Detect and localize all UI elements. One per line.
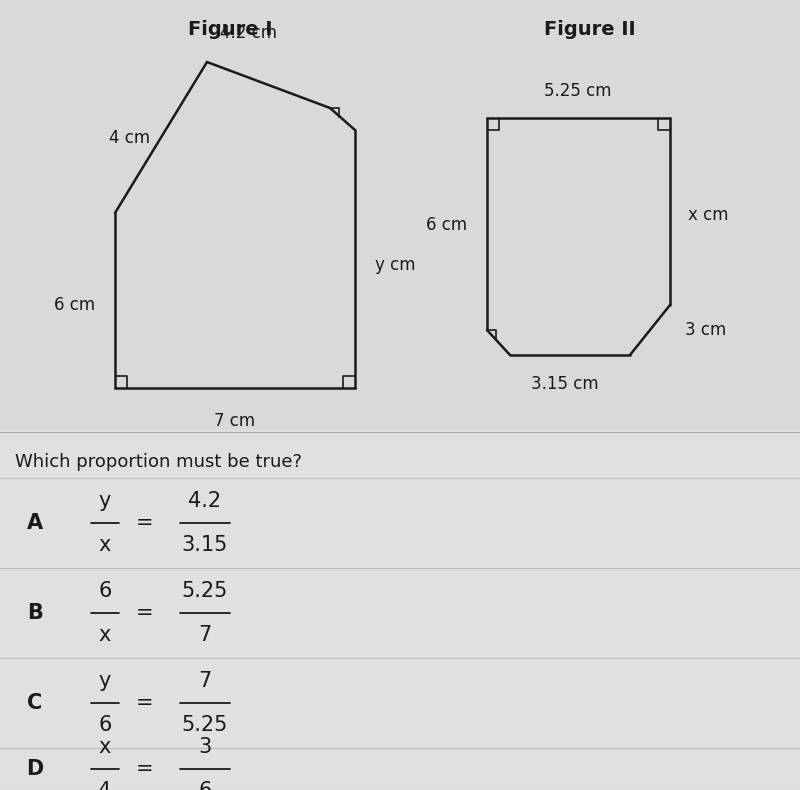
- Text: 6 cm: 6 cm: [54, 296, 95, 314]
- Text: 4.2: 4.2: [189, 491, 222, 511]
- Text: 5.25: 5.25: [182, 715, 228, 735]
- Text: y: y: [99, 671, 111, 691]
- Bar: [0, 0, 800, 430]
- Bar: [0, 430, 800, 790]
- Text: 7 cm: 7 cm: [214, 412, 255, 430]
- Text: B: B: [27, 603, 43, 623]
- Text: =: =: [136, 759, 154, 779]
- Text: 6 cm: 6 cm: [426, 216, 467, 234]
- Text: 6: 6: [98, 715, 112, 735]
- Text: Which proportion must be true?: Which proportion must be true?: [15, 453, 302, 471]
- Text: 3.15 cm: 3.15 cm: [531, 375, 599, 393]
- Text: C: C: [27, 693, 42, 713]
- Text: y: y: [99, 491, 111, 511]
- Text: x cm: x cm: [688, 206, 729, 224]
- Text: 4: 4: [98, 781, 112, 790]
- Text: Figure II: Figure II: [544, 20, 636, 39]
- Text: x: x: [99, 535, 111, 555]
- Text: =: =: [136, 603, 154, 623]
- Text: 6: 6: [198, 781, 212, 790]
- Text: 3.15: 3.15: [182, 535, 228, 555]
- Text: 6: 6: [98, 581, 112, 601]
- Text: D: D: [26, 759, 44, 779]
- Text: 3 cm: 3 cm: [685, 321, 726, 339]
- Text: =: =: [136, 693, 154, 713]
- Text: 4 cm: 4 cm: [109, 129, 150, 147]
- Text: 4.2 cm: 4.2 cm: [219, 24, 277, 42]
- Text: 5.25 cm: 5.25 cm: [544, 82, 612, 100]
- Text: 7: 7: [198, 671, 212, 691]
- Text: 3: 3: [198, 737, 212, 757]
- Text: x: x: [99, 625, 111, 645]
- Text: 5.25: 5.25: [182, 581, 228, 601]
- Text: =: =: [136, 513, 154, 533]
- Text: y cm: y cm: [375, 256, 415, 274]
- Text: x: x: [99, 737, 111, 757]
- Text: 7: 7: [198, 625, 212, 645]
- Text: A: A: [27, 513, 43, 533]
- Text: Figure I: Figure I: [188, 20, 272, 39]
